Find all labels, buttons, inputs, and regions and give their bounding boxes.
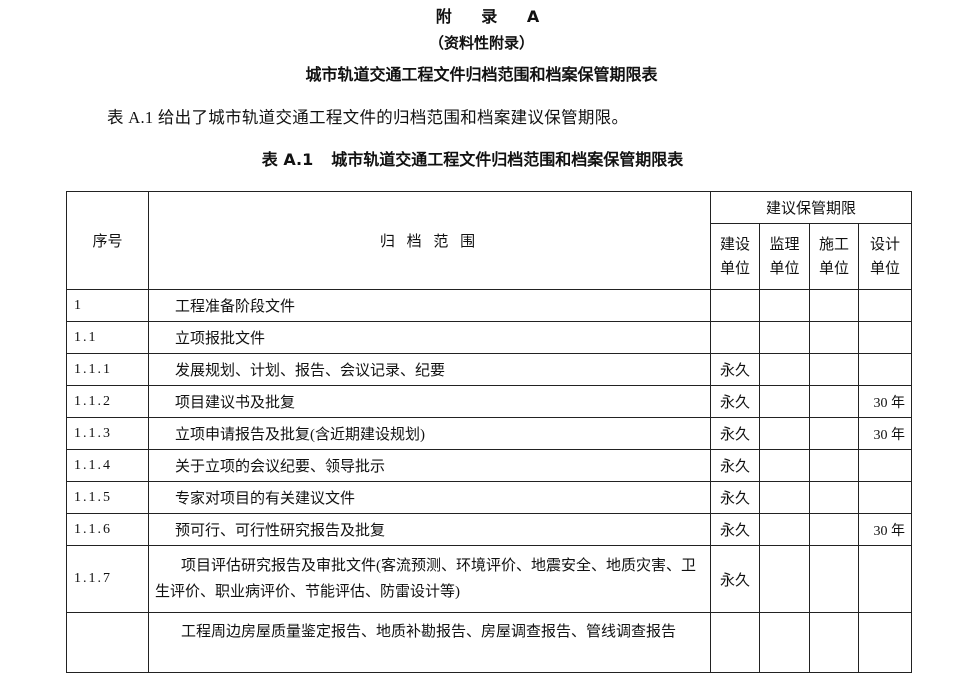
row-seq: 1.1.5 (66, 481, 149, 514)
row-seq: 1.1 (66, 321, 149, 354)
table-row: 1.1.2 项目建议书及批复 永久 30 年 (66, 385, 913, 418)
row-period-contractor (809, 321, 859, 354)
intro-paragraph: 表 A.1 给出了城市轨道交通工程文件的归档范围和档案建议保管期限。 (107, 108, 629, 127)
row-scope: 专家对项目的有关建议文件 (148, 481, 711, 514)
row-scope: 项目评估研究报告及审批文件(客流预测、环境评价、地震安全、地质灾害、卫生评价、职… (148, 545, 711, 613)
row-scope: 立项申请报告及批复(含近期建设规划) (148, 417, 711, 450)
row-period-supervision (759, 289, 810, 322)
row-period-contractor (809, 289, 859, 322)
row-seq: 1.1.6 (66, 513, 149, 546)
table-row: 1.1.4 关于立项的会议纪要、领导批示 永久 (66, 449, 913, 482)
table-row: 1 工程准备阶段文件 (66, 289, 913, 322)
caption-number: 表 A.1 (261, 150, 314, 169)
appendix-title: 附 录 A (435, 7, 552, 26)
row-period-supervision (759, 385, 810, 418)
row-period-design (857, 353, 913, 386)
row-period-contractor (809, 545, 859, 613)
row-period-design (857, 545, 913, 613)
row-period-contractor (809, 449, 859, 482)
row-period-design (857, 321, 913, 354)
row-period-construction: 永久 (710, 385, 760, 418)
row-period-supervision (759, 513, 810, 546)
row-period-supervision (759, 449, 810, 482)
row-period-design (857, 481, 913, 514)
row-scope: 预可行、可行性研究报告及批复 (148, 513, 711, 546)
row-period-design (857, 449, 913, 482)
caption-title: 城市轨道交通工程文件归档范围和档案保管期限表 (331, 150, 684, 169)
row-period-construction (710, 289, 760, 322)
row-scope: 发展规划、计划、报告、会议记录、纪要 (148, 353, 711, 386)
row-period-contractor (809, 417, 859, 450)
table-row: 1.1.1 发展规划、计划、报告、会议记录、纪要 永久 (66, 353, 913, 386)
row-period-contractor (809, 481, 859, 514)
row-period-design: 30 年 (857, 385, 913, 418)
row-period-contractor (809, 353, 859, 386)
row-period-design (857, 289, 913, 322)
row-period-construction: 永久 (710, 353, 760, 386)
row-period-construction: 永久 (710, 449, 760, 482)
row-period-supervision (759, 321, 810, 354)
row-period-contractor (809, 385, 859, 418)
archive-table: 序号 归 档 范 围 建议保管期限 建设 单位 监理 单位 施工 单位 设计 单位 1… (66, 191, 913, 673)
row-period-construction: 永久 (710, 481, 760, 514)
table-row: 1.1.7 项目评估研究报告及审批文件(客流预测、环境评价、地震安全、地质灾害、卫… (66, 545, 913, 613)
header-unit-design: 设计 单位 (857, 223, 913, 290)
row-seq: 1 (66, 289, 149, 322)
row-period-supervision (759, 545, 810, 613)
table-caption: 表 A.1 城市轨道交通工程文件归档范围和档案保管期限表 (0, 146, 963, 170)
table-row: 1.1.6 预可行、可行性研究报告及批复 永久 30 年 (66, 513, 913, 546)
table-row: 1.1.5 专家对项目的有关建议文件 永久 (66, 481, 913, 514)
row-period-supervision (759, 481, 810, 514)
header-unit-supervision: 监理 单位 (759, 223, 810, 290)
header-unit-contractor: 施工 单位 (809, 223, 859, 290)
row-seq: 1.1.4 (66, 449, 149, 482)
row-period-construction: 永久 (710, 417, 760, 450)
row-period-construction: 永久 (710, 545, 760, 613)
row-period-design: 30 年 (857, 417, 913, 450)
row-scope: 立项报批文件 (148, 321, 711, 354)
row-scope: 关于立项的会议纪要、领导批示 (148, 449, 711, 482)
table-row: 1.1 立项报批文件 (66, 321, 913, 354)
header-scope: 归 档 范 围 (148, 191, 711, 290)
header-period-group: 建议保管期限 (709, 191, 913, 224)
row-seq: 1.1.7 (66, 545, 149, 613)
row-seq: 1.1.2 (66, 385, 149, 418)
appendix-subtitle: （资料性附录） (428, 34, 534, 52)
row-period-supervision (759, 417, 810, 450)
row-period-design: 30 年 (857, 513, 913, 546)
row-period-supervision (759, 353, 810, 386)
row-seq: 1.1.1 (66, 353, 149, 386)
row-seq: 1.1.3 (66, 417, 149, 450)
header-unit-construction: 建设 单位 (710, 223, 760, 290)
row-period-contractor (809, 513, 859, 546)
row-scope: 工程准备阶段文件 (148, 289, 711, 322)
table-row: 1.1.3 立项申请报告及批复(含近期建设规划) 永久 30 年 (66, 417, 913, 450)
header-seq: 序号 (66, 191, 149, 290)
row-period-construction (710, 321, 760, 354)
appendix-heading: 城市轨道交通工程文件归档范围和档案保管期限表 (305, 65, 658, 84)
row-period-construction: 永久 (710, 513, 760, 546)
row-scope: 项目建议书及批复 (148, 385, 711, 418)
